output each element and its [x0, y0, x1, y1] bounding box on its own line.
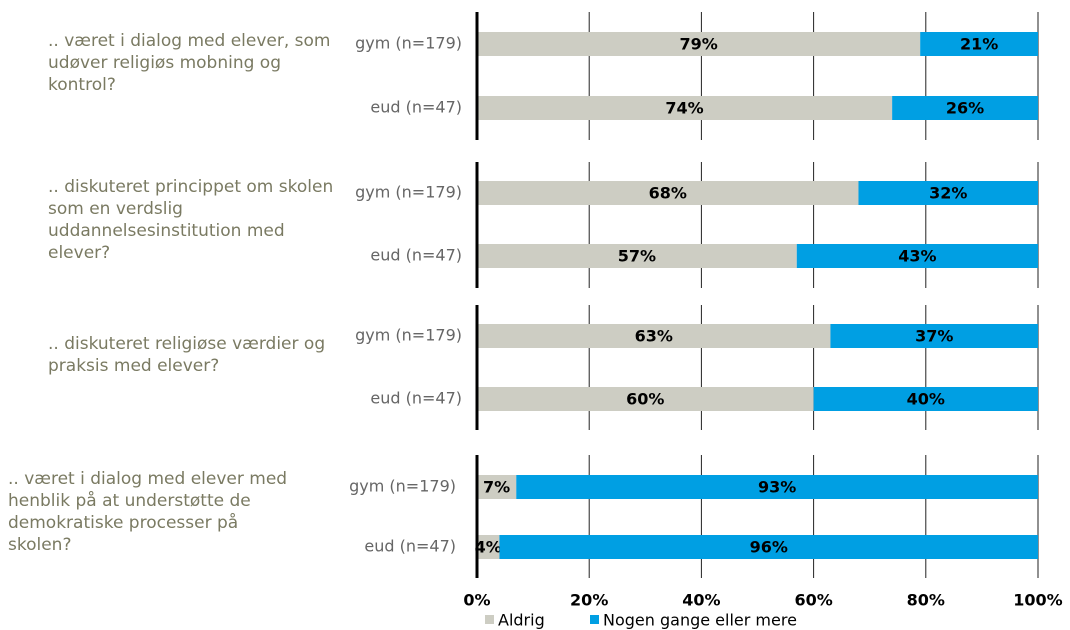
bar-segment — [477, 96, 893, 120]
data-label: 60% — [626, 390, 664, 409]
bar-segment — [796, 244, 1038, 268]
category-label: gym (n=179) — [349, 477, 456, 496]
data-label: 79% — [679, 35, 717, 54]
data-label: 74% — [665, 99, 703, 118]
x-tick-label: 80% — [907, 591, 945, 610]
question: .. været i dialog med elever med henblik… — [8, 469, 288, 555]
x-tick-label: 0% — [463, 591, 490, 610]
category-label: gym (n=179) — [355, 34, 462, 53]
data-label: 63% — [635, 327, 673, 346]
x-tick-label: 40% — [682, 591, 720, 610]
bar-segment — [858, 181, 1038, 205]
bar-segment — [830, 324, 1038, 348]
bar-segment — [477, 181, 859, 205]
bar-segment — [477, 387, 814, 411]
bar-segment — [477, 475, 517, 499]
bar-segment — [477, 324, 831, 348]
bar-segment — [477, 32, 921, 56]
data-label: 26% — [946, 99, 984, 118]
category-label: gym (n=179) — [355, 183, 462, 202]
legend-label: Aldrig — [498, 611, 545, 630]
data-label: 32% — [929, 184, 967, 203]
bar-segment — [813, 387, 1038, 411]
x-tick-label: 20% — [570, 591, 608, 610]
bar-segment — [920, 32, 1038, 56]
bar-segment — [499, 535, 1038, 559]
data-label: 68% — [649, 184, 687, 203]
legend-swatch — [485, 615, 494, 624]
category-label: gym (n=179) — [355, 326, 462, 345]
bar-segment — [477, 535, 500, 559]
data-label: 4% — [475, 538, 502, 557]
data-label: 93% — [758, 478, 796, 497]
category-label: eud (n=47) — [370, 246, 462, 265]
question: .. været i dialog med elever, som udøver… — [48, 31, 331, 95]
question: .. diskuteret religiøse værdier og praks… — [48, 334, 326, 376]
legend-label: Nogen gange eller mere — [603, 611, 797, 630]
category-label: eud (n=47) — [364, 537, 456, 556]
legend-swatch — [590, 615, 599, 624]
x-tick-label: 100% — [1013, 591, 1062, 610]
data-label: 21% — [960, 35, 998, 54]
data-label: 37% — [915, 327, 953, 346]
category-label: eud (n=47) — [370, 98, 462, 117]
bar-segment — [892, 96, 1038, 120]
bar-segment — [516, 475, 1038, 499]
data-label: 40% — [907, 390, 945, 409]
data-label: 96% — [750, 538, 788, 557]
data-label: 43% — [898, 247, 936, 266]
category-label: eud (n=47) — [370, 389, 462, 408]
bar-segment — [477, 244, 797, 268]
x-tick-label: 60% — [794, 591, 832, 610]
data-label: 57% — [618, 247, 656, 266]
question: .. diskuteret princippet om skolen som e… — [48, 177, 334, 263]
data-label: 7% — [483, 478, 510, 497]
